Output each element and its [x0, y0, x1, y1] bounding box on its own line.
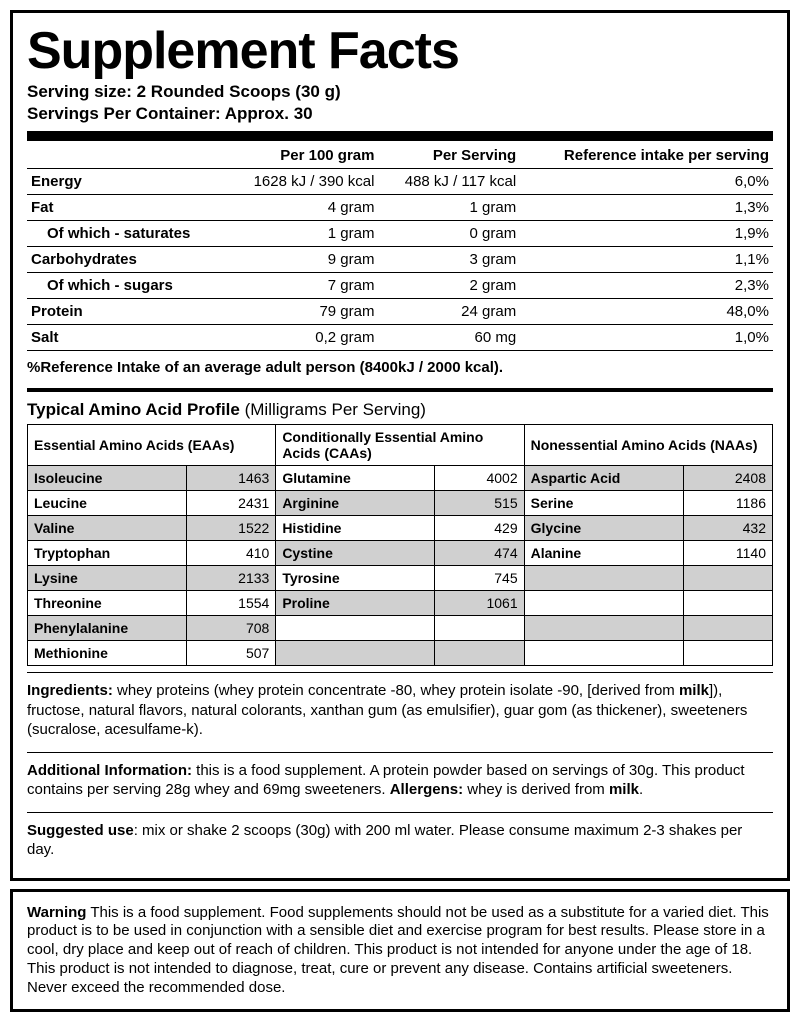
divider-thick — [27, 131, 773, 141]
divider-medium — [27, 388, 773, 392]
amino-row: Tryptophan410Cystine474Alanine1140 — [28, 541, 773, 566]
serving-size: Serving size: 2 Rounded Scoops (30 g) — [27, 81, 773, 103]
nutrition-table: Per 100 gram Per Serving Reference intak… — [27, 141, 773, 351]
panel-title: Supplement Facts — [27, 25, 773, 77]
ingredients-block: Ingredients: whey proteins (whey protein… — [27, 672, 773, 746]
amino-row: Methionine507 — [28, 641, 773, 666]
amino-row: Threonine1554Proline1061 — [28, 591, 773, 616]
nutrition-row: Protein79 gram24 gram48,0% — [27, 299, 773, 325]
additional-info-block: Additional Information: this is a food s… — [27, 752, 773, 806]
warning-panel: Warning This is a food supplement. Food … — [10, 889, 790, 1013]
servings-per-container: Servings Per Container: Approx. 30 — [27, 103, 773, 125]
nutrition-row: Of which - sugars7 gram2 gram2,3% — [27, 273, 773, 299]
suggested-use-block: Suggested use: mix or shake 2 scoops (30… — [27, 812, 773, 866]
amino-profile-title: Typical Amino Acid Profile (Milligrams P… — [27, 400, 773, 420]
nutrition-row: Fat4 gram1 gram1,3% — [27, 195, 773, 221]
nutrition-header-row: Per 100 gram Per Serving Reference intak… — [27, 141, 773, 169]
nutrition-row: Of which - saturates1 gram0 gram1,9% — [27, 221, 773, 247]
amino-row: Lysine2133Tyrosine745 — [28, 566, 773, 591]
amino-row: Phenylalanine708 — [28, 616, 773, 641]
reference-intake-note: %Reference Intake of an average adult pe… — [27, 351, 773, 380]
warning-text: Warning This is a food supplement. Food … — [27, 904, 773, 998]
amino-acid-table: Essential Amino Acids (EAAs) Conditional… — [27, 424, 773, 666]
amino-header-row: Essential Amino Acids (EAAs) Conditional… — [28, 425, 773, 466]
amino-row: Valine1522Histidine429Glycine432 — [28, 516, 773, 541]
amino-row: Leucine2431Arginine515Serine1186 — [28, 491, 773, 516]
nutrition-row: Salt0,2 gram60 mg1,0% — [27, 325, 773, 351]
amino-row: Isoleucine1463Glutamine4002Aspartic Acid… — [28, 466, 773, 491]
nutrition-row: Energy1628 kJ / 390 kcal488 kJ / 117 kca… — [27, 169, 773, 195]
supplement-facts-panel: Supplement Facts Serving size: 2 Rounded… — [10, 10, 790, 881]
nutrition-row: Carbohydrates9 gram3 gram1,1% — [27, 247, 773, 273]
